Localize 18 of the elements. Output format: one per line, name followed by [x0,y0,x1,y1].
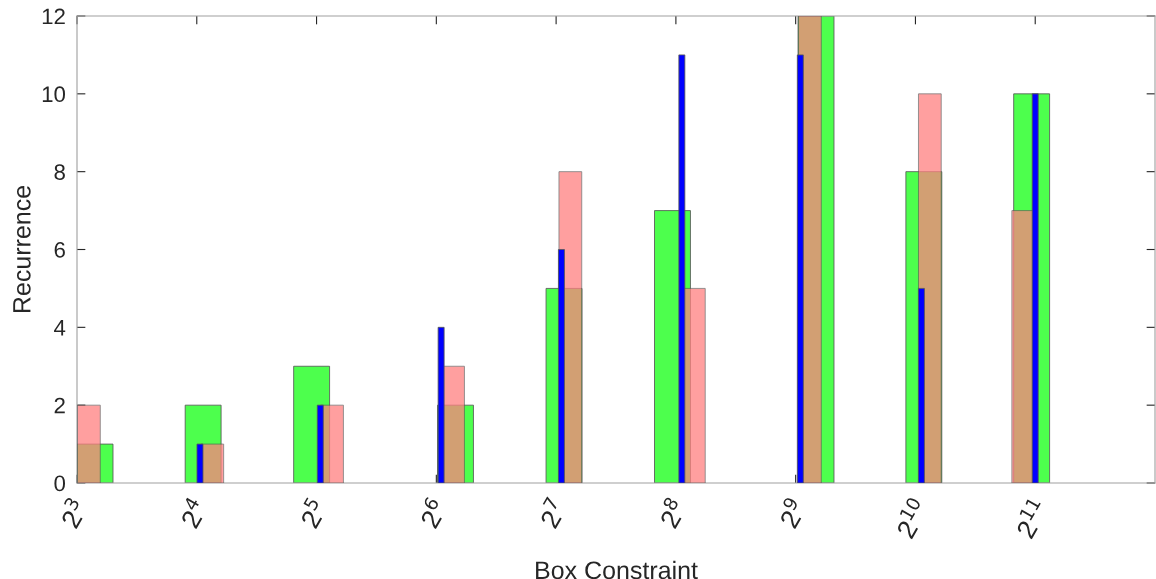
x-tick-label: 2$^{7}$ [535,496,568,529]
y-tick-label: 12 [42,8,65,25]
x-tick-label: 2$^{11}$ [1011,496,1050,540]
y-tick-label: 2 [54,397,65,414]
x-tick-label: 2$^{9}$ [774,496,808,529]
x-tick-label: 2$^{8}$ [654,496,688,529]
x-tick-label: 2$^{4}$ [175,496,209,529]
y-tick-label: 4 [54,320,66,336]
x-tick-label: 2$^{3}$ [55,496,89,529]
x-axis-title: Box Constraint [536,560,698,579]
y-axis-title: Recurrence [13,185,31,313]
y-tick-label: 8 [54,164,65,180]
y-tick-label: 10 [42,86,66,103]
y-tick-label: 6 [54,242,65,258]
y-tick-label: 0 [54,475,66,492]
x-tick-label: 2$^{5}$ [295,496,328,529]
x-tick-label: 2$^{6}$ [415,496,448,529]
x-tick-label: 2$^{10}$ [891,496,930,540]
